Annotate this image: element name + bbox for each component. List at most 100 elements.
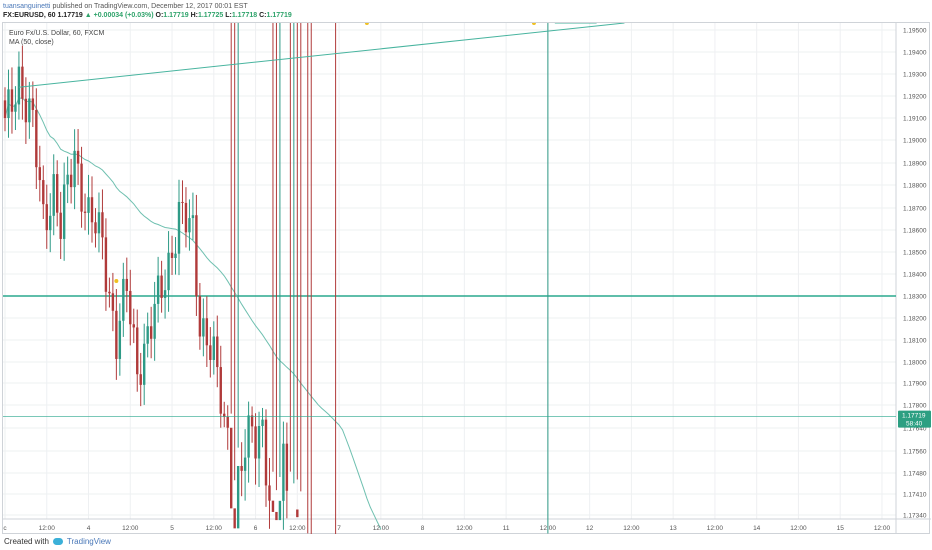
candle-body[interactable]	[83, 211, 87, 213]
candle-body[interactable]	[52, 174, 55, 216]
candle-body[interactable]	[94, 222, 97, 234]
candle-body[interactable]	[184, 202, 188, 233]
publish-line: tuansanguinetti published on TradingView…	[3, 2, 248, 11]
candle-body[interactable]	[163, 290, 167, 298]
candle-body[interactable]	[122, 278, 125, 321]
candle-body[interactable]	[38, 167, 41, 181]
candle-body[interactable]	[275, 511, 278, 521]
candle-body[interactable]	[129, 290, 132, 325]
candle-body[interactable]	[170, 252, 174, 258]
candle-body[interactable]	[136, 327, 139, 375]
candle-body[interactable]	[62, 184, 66, 239]
candle-body[interactable]	[209, 345, 212, 360]
candle-body[interactable]	[226, 416, 229, 428]
candle-body[interactable]	[111, 293, 115, 311]
candle-body[interactable]	[264, 419, 268, 486]
y-tick-label: 1.17640	[903, 426, 927, 433]
candle-body[interactable]	[261, 419, 264, 427]
moving-average-line[interactable]	[4, 97, 382, 530]
candle-body[interactable]	[216, 336, 219, 368]
candle-body[interactable]	[250, 415, 254, 427]
candle-body[interactable]	[21, 66, 24, 99]
candle-body[interactable]	[243, 457, 247, 471]
y-tick-label: 1.18100	[903, 338, 927, 345]
ma-legend[interactable]: MA (50, close)	[9, 39, 54, 46]
candle-body[interactable]	[268, 485, 271, 501]
candle-body[interactable]	[223, 413, 226, 417]
candle-body[interactable]	[271, 500, 275, 512]
candle-body[interactable]	[285, 443, 289, 491]
candle-body[interactable]	[28, 98, 31, 123]
x-tick-label: 12:00	[707, 525, 724, 532]
candle-body[interactable]	[230, 427, 233, 509]
candle-body[interactable]	[188, 218, 191, 233]
x-tick-label: 12:00	[373, 525, 390, 532]
candle-body[interactable]	[195, 215, 198, 297]
candle-body[interactable]	[59, 212, 62, 239]
y-tick-label: 1.19500	[903, 28, 927, 35]
candle-body[interactable]	[101, 212, 104, 238]
candle-body[interactable]	[181, 201, 184, 203]
chart-area[interactable]: 1.19500 1.19400 1.19300 1.19200 1.19100 1.190…	[2, 22, 931, 535]
candle-body[interactable]	[3, 100, 7, 118]
candle-body[interactable]	[212, 336, 215, 360]
candle-body[interactable]	[247, 415, 250, 458]
candle-body[interactable]	[153, 303, 156, 339]
candle-body[interactable]	[278, 500, 282, 521]
high-value: 1.17725	[197, 12, 224, 19]
candlestick-chart[interactable]: 1.19500 1.19400 1.19300 1.19200 1.19100 1.190…	[3, 23, 931, 535]
candle-body[interactable]	[7, 89, 10, 118]
candle-body[interactable]	[177, 201, 181, 254]
symbol-legend[interactable]: Euro Fx/U.S. Dollar, 60, FXCM	[9, 30, 105, 37]
candle-body[interactable]	[132, 324, 135, 328]
candle-body[interactable]	[69, 174, 73, 188]
trend-line[interactable]	[18, 23, 625, 88]
candle-body[interactable]	[14, 104, 17, 112]
candle-body[interactable]	[56, 174, 59, 213]
candle-body[interactable]	[296, 509, 299, 518]
y-tick-label: 1.17560	[903, 449, 927, 456]
candle-body[interactable]	[143, 343, 146, 385]
candle-body[interactable]	[156, 275, 160, 304]
candle-body[interactable]	[191, 215, 195, 219]
tradingview-link[interactable]: TradingView	[66, 537, 111, 546]
candle-body[interactable]	[254, 426, 257, 459]
candle-body[interactable]	[90, 197, 94, 223]
candle-body[interactable]	[108, 291, 111, 294]
candle-body[interactable]	[198, 296, 202, 337]
candle-body[interactable]	[236, 465, 240, 529]
candle-body[interactable]	[167, 252, 170, 291]
candle-body[interactable]	[87, 197, 90, 213]
candle-body[interactable]	[80, 163, 83, 212]
candle-body[interactable]	[76, 150, 80, 164]
candle-body[interactable]	[42, 180, 45, 205]
candle-body[interactable]	[35, 109, 38, 168]
candle-body[interactable]	[17, 66, 21, 105]
author-link[interactable]: tuansanguinetti	[3, 3, 51, 10]
candle-body[interactable]	[257, 426, 261, 459]
candle-body[interactable]	[45, 204, 48, 231]
candle-body[interactable]	[118, 320, 122, 359]
candle-body[interactable]	[66, 174, 69, 185]
candle-body[interactable]	[205, 318, 209, 346]
candle-body[interactable]	[146, 326, 149, 344]
candle-body[interactable]	[31, 98, 35, 110]
candle-body[interactable]	[174, 253, 177, 258]
candle-body[interactable]	[149, 326, 153, 339]
candle-body[interactable]	[49, 215, 52, 231]
candle-body[interactable]	[139, 374, 142, 385]
candle-body[interactable]	[125, 278, 128, 291]
candle-body[interactable]	[282, 443, 285, 501]
candle-body[interactable]	[160, 275, 163, 298]
candle-body[interactable]	[219, 367, 222, 414]
candle-body[interactable]	[10, 89, 14, 112]
candle-body[interactable]	[24, 98, 28, 123]
candle-body[interactable]	[73, 150, 76, 188]
high-label: H:	[190, 12, 198, 19]
candle-body[interactable]	[104, 237, 108, 292]
candle-body[interactable]	[115, 310, 118, 359]
candle-body[interactable]	[202, 318, 205, 337]
candle-body[interactable]	[97, 212, 101, 234]
candle-body[interactable]	[240, 465, 243, 471]
candle-body[interactable]	[233, 508, 236, 529]
